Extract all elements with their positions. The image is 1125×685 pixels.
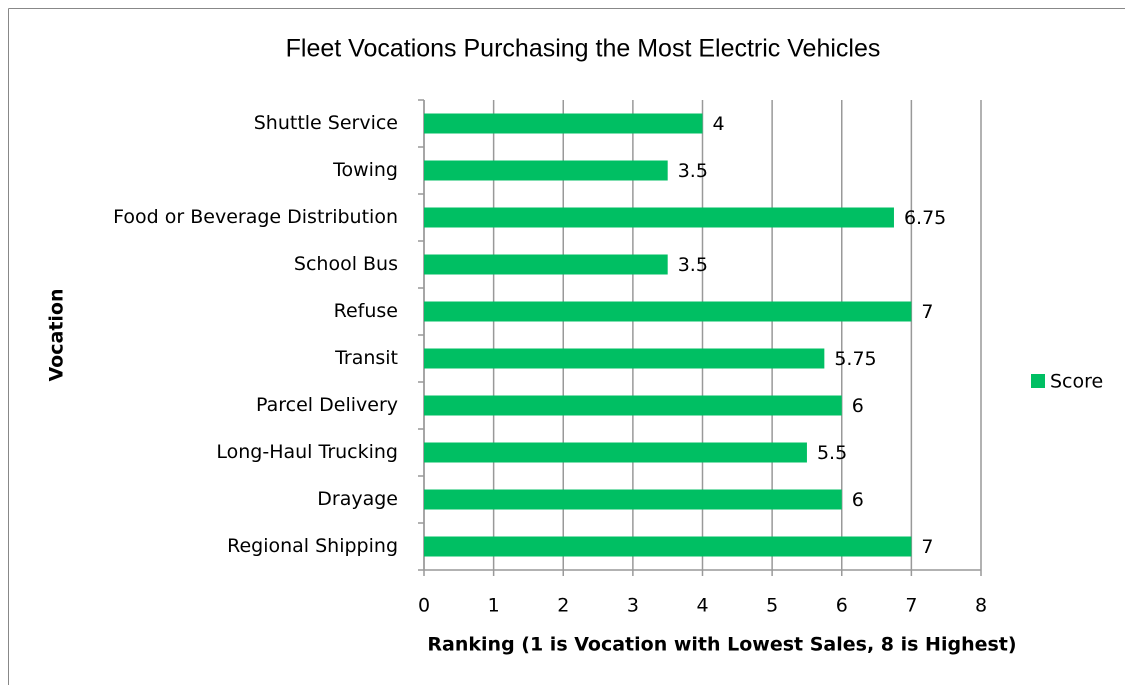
bar — [424, 254, 668, 275]
bar — [424, 113, 703, 134]
x-tick-label: 2 — [557, 595, 569, 617]
data-label: 3.5 — [678, 160, 708, 182]
bar — [424, 160, 668, 181]
x-tick-label: 5 — [766, 595, 778, 617]
x-tick-label: 0 — [418, 595, 430, 617]
x-tick-label: 3 — [627, 595, 639, 617]
bar — [424, 395, 842, 416]
y-tick-label: School Bus — [294, 253, 398, 275]
data-label: 3.5 — [678, 254, 708, 276]
data-label: 7 — [921, 301, 933, 323]
x-axis-label: Ranking (1 is Vocation with Lowest Sales… — [427, 634, 1016, 656]
x-tick-label: 8 — [975, 595, 987, 617]
y-tick-label: Drayage — [317, 488, 398, 510]
y-tick-label: Parcel Delivery — [256, 394, 398, 416]
data-label: 5.75 — [834, 348, 876, 370]
bar — [424, 442, 807, 463]
data-label: 6 — [852, 489, 864, 511]
y-tick-label: Refuse — [334, 300, 398, 322]
y-tick-label: Food or Beverage Distribution — [113, 206, 398, 228]
y-tick-label: Transit — [334, 347, 398, 369]
bar — [424, 207, 894, 228]
data-label: 6 — [852, 395, 864, 417]
legend-swatch — [1031, 374, 1045, 388]
bar — [424, 536, 912, 557]
x-tick-label: 7 — [905, 595, 917, 617]
chart-title: Fleet Vocations Purchasing the Most Elec… — [286, 35, 881, 63]
x-tick-label: 6 — [836, 595, 848, 617]
x-tick-label: 4 — [696, 595, 708, 617]
legend-label: Score — [1050, 371, 1103, 393]
data-label: 6.75 — [904, 207, 946, 229]
data-label: 5.5 — [817, 442, 847, 464]
y-tick-label: Long-Haul Trucking — [216, 441, 398, 463]
y-axis-label: Vocation — [46, 289, 68, 382]
y-tick-label: Regional Shipping — [227, 535, 398, 557]
bar — [424, 301, 912, 322]
y-tick-label: Shuttle Service — [254, 112, 398, 134]
data-label: 7 — [921, 536, 933, 558]
x-tick-label: 1 — [488, 595, 500, 617]
bar — [424, 489, 842, 510]
y-tick-label: Towing — [332, 159, 398, 181]
bar — [424, 348, 825, 369]
data-label: 4 — [713, 113, 725, 135]
